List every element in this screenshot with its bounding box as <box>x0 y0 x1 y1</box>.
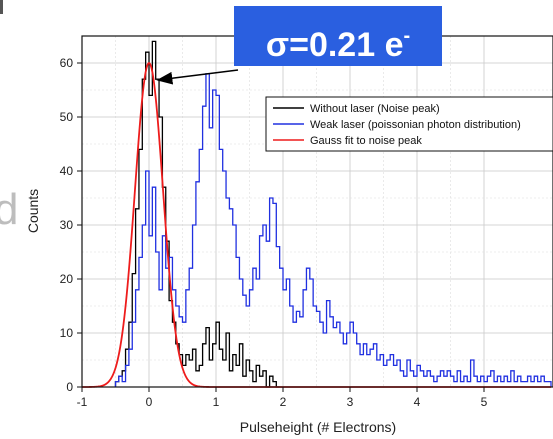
y-tick-label: 40 <box>60 164 74 178</box>
y-tick-label: 60 <box>60 56 74 70</box>
page-edge-mark <box>0 0 3 14</box>
y-tick-label: 30 <box>60 218 74 232</box>
sigma-annotation-superscript: - <box>403 25 411 47</box>
x-tick-label: 0 <box>146 395 153 409</box>
x-tick-label: 2 <box>280 395 287 409</box>
x-tick-label: -1 <box>77 395 88 409</box>
y-tick-label: 20 <box>60 272 74 286</box>
legend-box <box>265 96 553 152</box>
x-tick-label: 3 <box>347 395 354 409</box>
y-tick-label: 50 <box>60 110 74 124</box>
x-tick-label: 4 <box>414 395 421 409</box>
series-without-laser-noise-peak <box>114 40 280 388</box>
y-axis-label: Counts <box>25 189 41 233</box>
legend-label-without-laser: Without laser (Noise peak) <box>310 103 440 115</box>
x-axis-label: Pulseheight (# Electrons) <box>240 419 396 435</box>
y-tick-label: 0 <box>66 380 73 394</box>
legend-label-weak-laser: Weak laser (poissonian photon distributi… <box>310 119 521 131</box>
x-tick-label: 5 <box>481 395 488 409</box>
annotation-arrow <box>156 69 239 85</box>
cropped-glyph: d <box>0 185 19 234</box>
x-tick-label: 1 <box>213 395 220 409</box>
legend: Without laser (Noise peak) Weak laser (p… <box>265 96 553 152</box>
y-tick-label: 10 <box>60 326 74 340</box>
series-weak-laser-poissonian-photon-distribution <box>114 73 552 387</box>
sigma-annotation: σ=0.21 e- <box>234 6 442 66</box>
legend-label-gauss-fit: Gauss fit to noise peak <box>310 135 422 147</box>
sigma-annotation-text: σ=0.21 e <box>265 26 404 64</box>
